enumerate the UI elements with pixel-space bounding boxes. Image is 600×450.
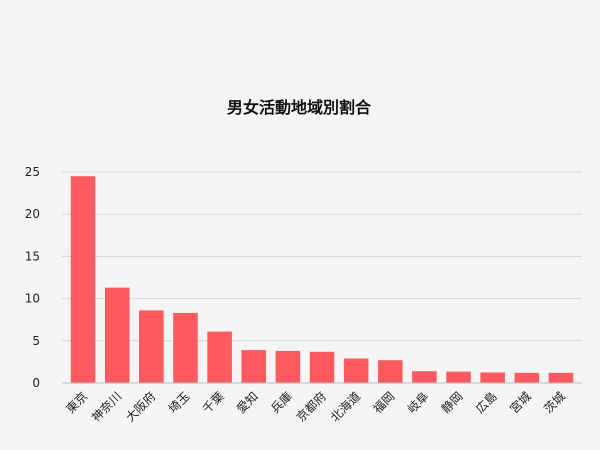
bar-15 [548,372,574,383]
x-tick-label: 京都府 [293,389,329,425]
bar-5 [207,331,232,383]
x-tick-label: 福岡 [370,389,398,417]
y-axis-tick-labels: 0 5 10 15 20 25 [25,165,40,390]
bar-9 [343,358,369,383]
x-tick-label: 静岡 [439,389,466,416]
y-tick-label: 25 [25,165,40,179]
bar-14 [514,372,540,383]
bars [70,176,574,383]
bar-3 [139,310,164,383]
bar-4 [173,312,198,383]
chart-title: 男女活動地域別割合 [227,98,372,117]
bar-8 [309,351,335,383]
x-tick-label: 北海道 [327,389,363,425]
x-tick-label: 埼玉 [166,389,193,416]
gridlines [62,171,582,342]
y-tick-label: 0 [32,376,40,390]
y-tick-label: 10 [25,292,40,306]
bar-2 [104,287,130,383]
bar-11 [412,371,437,383]
y-tick-label: 5 [32,334,40,348]
y-tick-label: 20 [25,207,40,221]
bar-1 [70,176,96,383]
x-tick-label: 大阪府 [122,389,158,425]
bar-12 [446,371,471,383]
x-tick-label: 兵庫 [268,389,295,416]
x-tick-label: 東京 [63,389,90,416]
x-tick-label: 愛知 [234,389,261,416]
x-tick-label: 宮城 [506,389,534,417]
bar-13 [480,372,505,383]
bar-10 [377,360,403,383]
x-tick-label: 千葉 [200,389,227,416]
y-tick-label: 15 [25,249,40,263]
bar-6 [241,350,267,383]
x-tick-label: 広島 [472,389,500,417]
bar-7 [275,350,301,383]
x-tick-label: 茨城 [541,389,568,416]
x-tick-label: 岐阜 [405,389,432,416]
x-tick-label: 神奈川 [89,389,124,424]
